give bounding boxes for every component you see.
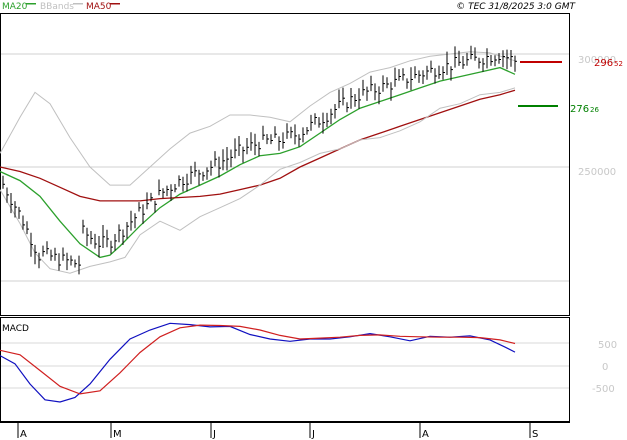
macd-line xyxy=(0,322,516,403)
x-tick-label: M xyxy=(113,429,122,440)
legend-ma50: MA50 xyxy=(86,2,112,12)
legend: MA20 BBands MA50 xyxy=(2,2,120,12)
price-bars-group xyxy=(2,45,517,275)
upper-price-decimals: 52 xyxy=(614,60,623,68)
x-tick-label: A xyxy=(422,429,429,440)
macd-series-group xyxy=(0,322,516,403)
legend-bbands: BBands xyxy=(40,2,74,12)
x-tick-label: A xyxy=(20,429,27,440)
price-series-group xyxy=(0,51,516,274)
timestamp: © TEC 31/8/2025 3:0 GMT xyxy=(456,2,576,12)
price-ytick-300000: 300000 xyxy=(578,55,616,66)
price-ytick-250000: 250000 xyxy=(578,167,616,178)
x-tick-label: J xyxy=(212,429,216,440)
macd-title: MACD xyxy=(2,324,29,334)
series-ma50-line-1 xyxy=(0,89,516,202)
x-tick-label: J xyxy=(311,429,315,440)
legend-ma50-swatch xyxy=(110,3,120,5)
macd-ytick-500: 500 xyxy=(598,340,617,351)
upper-price-label: 296 xyxy=(594,58,613,69)
legend-bbands-swatch xyxy=(73,3,83,5)
macd-ytick-0: 0 xyxy=(602,362,608,373)
lower-price-label: 276 xyxy=(570,104,589,115)
legend-ma20: MA20 xyxy=(2,2,28,12)
macd-signal-line xyxy=(0,324,516,395)
price-panel-frame xyxy=(0,13,570,316)
macd-panel-frame xyxy=(0,317,570,422)
x-tick-label: S xyxy=(532,429,538,440)
legend-ma20-swatch xyxy=(26,3,36,5)
macd-ytick-minus500: -500 xyxy=(592,384,615,395)
series-bbands-line-2 xyxy=(0,51,516,186)
series-ma20-line-0 xyxy=(0,66,516,259)
series-bbands-line-3 xyxy=(0,87,516,274)
lower-price-decimals: 26 xyxy=(590,106,599,114)
